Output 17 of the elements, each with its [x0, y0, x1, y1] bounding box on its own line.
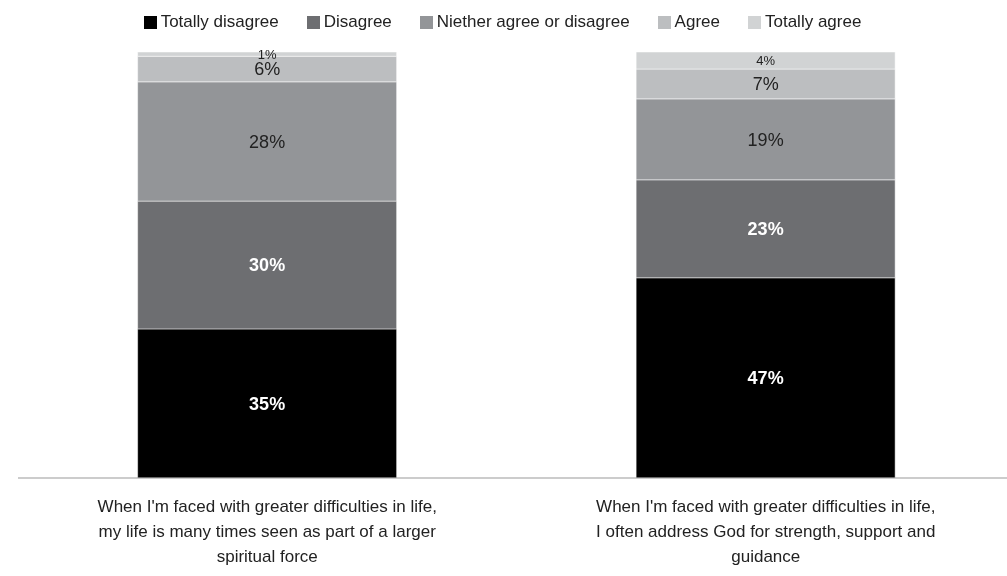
legend-label: Agree [674, 12, 720, 31]
data-label: 23% [747, 219, 784, 240]
data-label: 7% [752, 74, 779, 95]
x-tick-label: When I'm faced with greater difficulties in life, I often address God for strength, support and guidance [596, 497, 936, 566]
data-label: 4% [756, 53, 776, 69]
data-label: 47% [747, 368, 784, 389]
data-label: 28% [249, 131, 286, 152]
legend-label: Totally agree [764, 12, 862, 31]
legend-label: Niether agree or disagree [436, 12, 630, 31]
data-label: 1% [257, 46, 277, 62]
legend-label: Totally disagree [160, 12, 279, 31]
data-label: 30% [249, 255, 286, 276]
data-label: 6% [254, 59, 281, 80]
data-label: 19% [747, 129, 784, 150]
data-label: 35% [249, 393, 286, 414]
x-tick-label: When I'm faced with greater difficulties in life, my life is many times seen as part of a larger spiritual force [97, 497, 437, 566]
legend-label: Disagree [323, 12, 392, 31]
